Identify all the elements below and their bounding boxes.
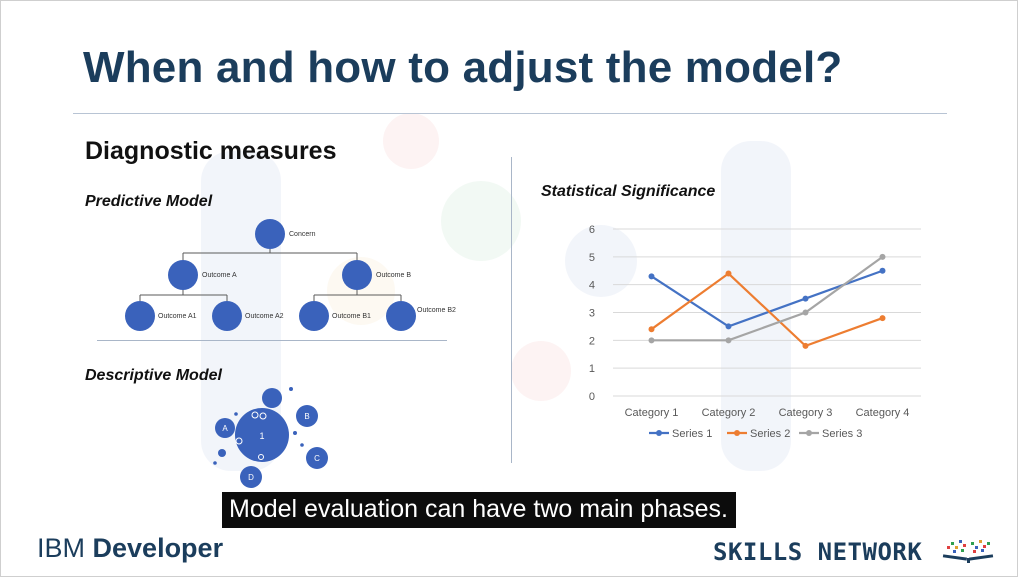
tree-label-root: Concern bbox=[289, 231, 316, 238]
chart-series bbox=[648, 253, 886, 349]
bubble-label-a: A bbox=[222, 424, 228, 433]
tree-label-outcome-b: Outcome B bbox=[376, 272, 411, 279]
bubble-a bbox=[215, 418, 235, 438]
chart-y-tick-label: 5 bbox=[589, 252, 595, 264]
skills-network-book-icon bbox=[942, 540, 994, 563]
chart-y-tick-label: 2 bbox=[589, 335, 595, 347]
chart-data-point bbox=[879, 253, 886, 260]
tree-label-outcome-b2: Outcome B2 bbox=[417, 307, 456, 314]
tree-node-outcome-a2 bbox=[212, 301, 242, 331]
tree-node-outcome-b bbox=[342, 260, 372, 290]
bubble-ring-2 bbox=[259, 412, 267, 420]
tree-node-outcome-b1 bbox=[299, 301, 329, 331]
chart-legend-label: Series 3 bbox=[822, 428, 862, 440]
chart-legend: Series 1 Series 2 Series 3 bbox=[649, 428, 862, 440]
bubble-c bbox=[306, 447, 328, 469]
bubble-label-c: C bbox=[314, 454, 320, 463]
chart-y-tick-label: 0 bbox=[589, 391, 595, 403]
chart-x-tick-label: Category 2 bbox=[702, 407, 756, 419]
bubble-main bbox=[235, 408, 289, 462]
predictive-model-label: Predictive Model bbox=[85, 193, 213, 210]
bubble-ring-4 bbox=[258, 454, 264, 460]
chart-y-tick-label: 1 bbox=[589, 363, 595, 375]
bubble-dot-2 bbox=[213, 461, 217, 465]
bubble-d bbox=[240, 466, 262, 488]
bubble-top bbox=[262, 388, 282, 408]
horizontal-divider bbox=[97, 340, 447, 341]
chart-series-line bbox=[650, 269, 883, 328]
ibm-logo-bold: Developer bbox=[92, 533, 224, 563]
ibm-logo-prefix: IBM bbox=[37, 533, 93, 563]
slide-title: When and how to adjust the model? bbox=[83, 43, 843, 92]
bubble-ring-5 bbox=[273, 462, 279, 468]
vertical-divider bbox=[511, 157, 512, 463]
chart-data-point bbox=[725, 337, 732, 344]
bubble-b bbox=[296, 405, 318, 427]
bubble-dot-6 bbox=[300, 443, 304, 447]
tree-node-root bbox=[255, 219, 285, 249]
chart-y-tick-label: 6 bbox=[589, 224, 595, 236]
chart-x-tick-label: Category 1 bbox=[625, 407, 679, 419]
ibm-developer-logo: IBM Developer bbox=[37, 533, 223, 564]
chart-y-tick-label: 3 bbox=[589, 308, 595, 320]
bubble-label-b: B bbox=[304, 412, 309, 421]
chart-y-tick-labels: 0 1 2 3 4 5 6 bbox=[589, 224, 595, 403]
chart-series-line bbox=[651, 255, 884, 342]
bubble-dot-4 bbox=[289, 387, 293, 391]
chart-data-point bbox=[802, 309, 809, 316]
bubble-ring-1 bbox=[251, 411, 259, 419]
statistical-significance-label: Statistical Significance bbox=[541, 183, 716, 200]
video-caption: Model evaluation can have two main phase… bbox=[222, 492, 736, 528]
section-title: Diagnostic measures bbox=[85, 137, 337, 165]
tree-label-outcome-a1: Outcome A1 bbox=[158, 313, 197, 320]
chart-data-point bbox=[725, 323, 732, 330]
chart-x-tick-labels: Category 1 Category 2 Category 3 Category 4 bbox=[625, 407, 910, 419]
bubble-label-d: D bbox=[248, 473, 254, 482]
chart-legend-label: Series 2 bbox=[750, 428, 790, 440]
chart-data-point bbox=[648, 337, 655, 344]
chart-data-point bbox=[648, 273, 655, 280]
chart-x-tick-label: Category 3 bbox=[779, 407, 833, 419]
bubble-dot-3 bbox=[293, 431, 297, 435]
chart-legend-marker bbox=[656, 430, 662, 436]
tree-label-outcome-a2: Outcome A2 bbox=[245, 313, 284, 320]
skills-network-logo-text: SKILLS NETWORK bbox=[713, 538, 923, 566]
tree-label-outcome-a: Outcome A bbox=[202, 272, 237, 279]
tree-label-outcome-b1: Outcome B1 bbox=[332, 313, 371, 320]
tree-node-outcome-b2 bbox=[386, 301, 416, 331]
chart-data-point bbox=[725, 270, 732, 277]
bubble-dot-1 bbox=[218, 449, 226, 457]
bubble-label-main: 1 bbox=[259, 431, 264, 441]
chart-y-tick-label: 4 bbox=[589, 280, 595, 292]
chart-data-point bbox=[879, 315, 886, 322]
bubble-dot-5 bbox=[234, 412, 238, 416]
chart-legend-label: Series 1 bbox=[672, 428, 712, 440]
chart-data-point bbox=[802, 295, 809, 302]
chart-legend-marker bbox=[806, 430, 812, 436]
tree-connectors bbox=[139, 249, 402, 301]
title-divider bbox=[73, 113, 947, 114]
descriptive-model-label: Descriptive Model bbox=[85, 367, 222, 384]
tree-node-outcome-a1 bbox=[125, 301, 155, 331]
chart-legend-marker bbox=[734, 430, 740, 436]
chart-data-point bbox=[648, 326, 655, 333]
chart-series-line bbox=[650, 272, 883, 348]
bubble-ring-3 bbox=[235, 437, 243, 445]
chart-data-point bbox=[879, 267, 886, 274]
predictive-tree-diagram: Concern Outcome A Outcome B Outcome A1 O… bbox=[125, 219, 456, 331]
tree-node-outcome-a bbox=[168, 260, 198, 290]
chart-data-point bbox=[802, 342, 809, 349]
chart-x-tick-label: Category 4 bbox=[856, 407, 910, 419]
descriptive-bubble-diagram: 1 A B C D bbox=[213, 387, 328, 488]
